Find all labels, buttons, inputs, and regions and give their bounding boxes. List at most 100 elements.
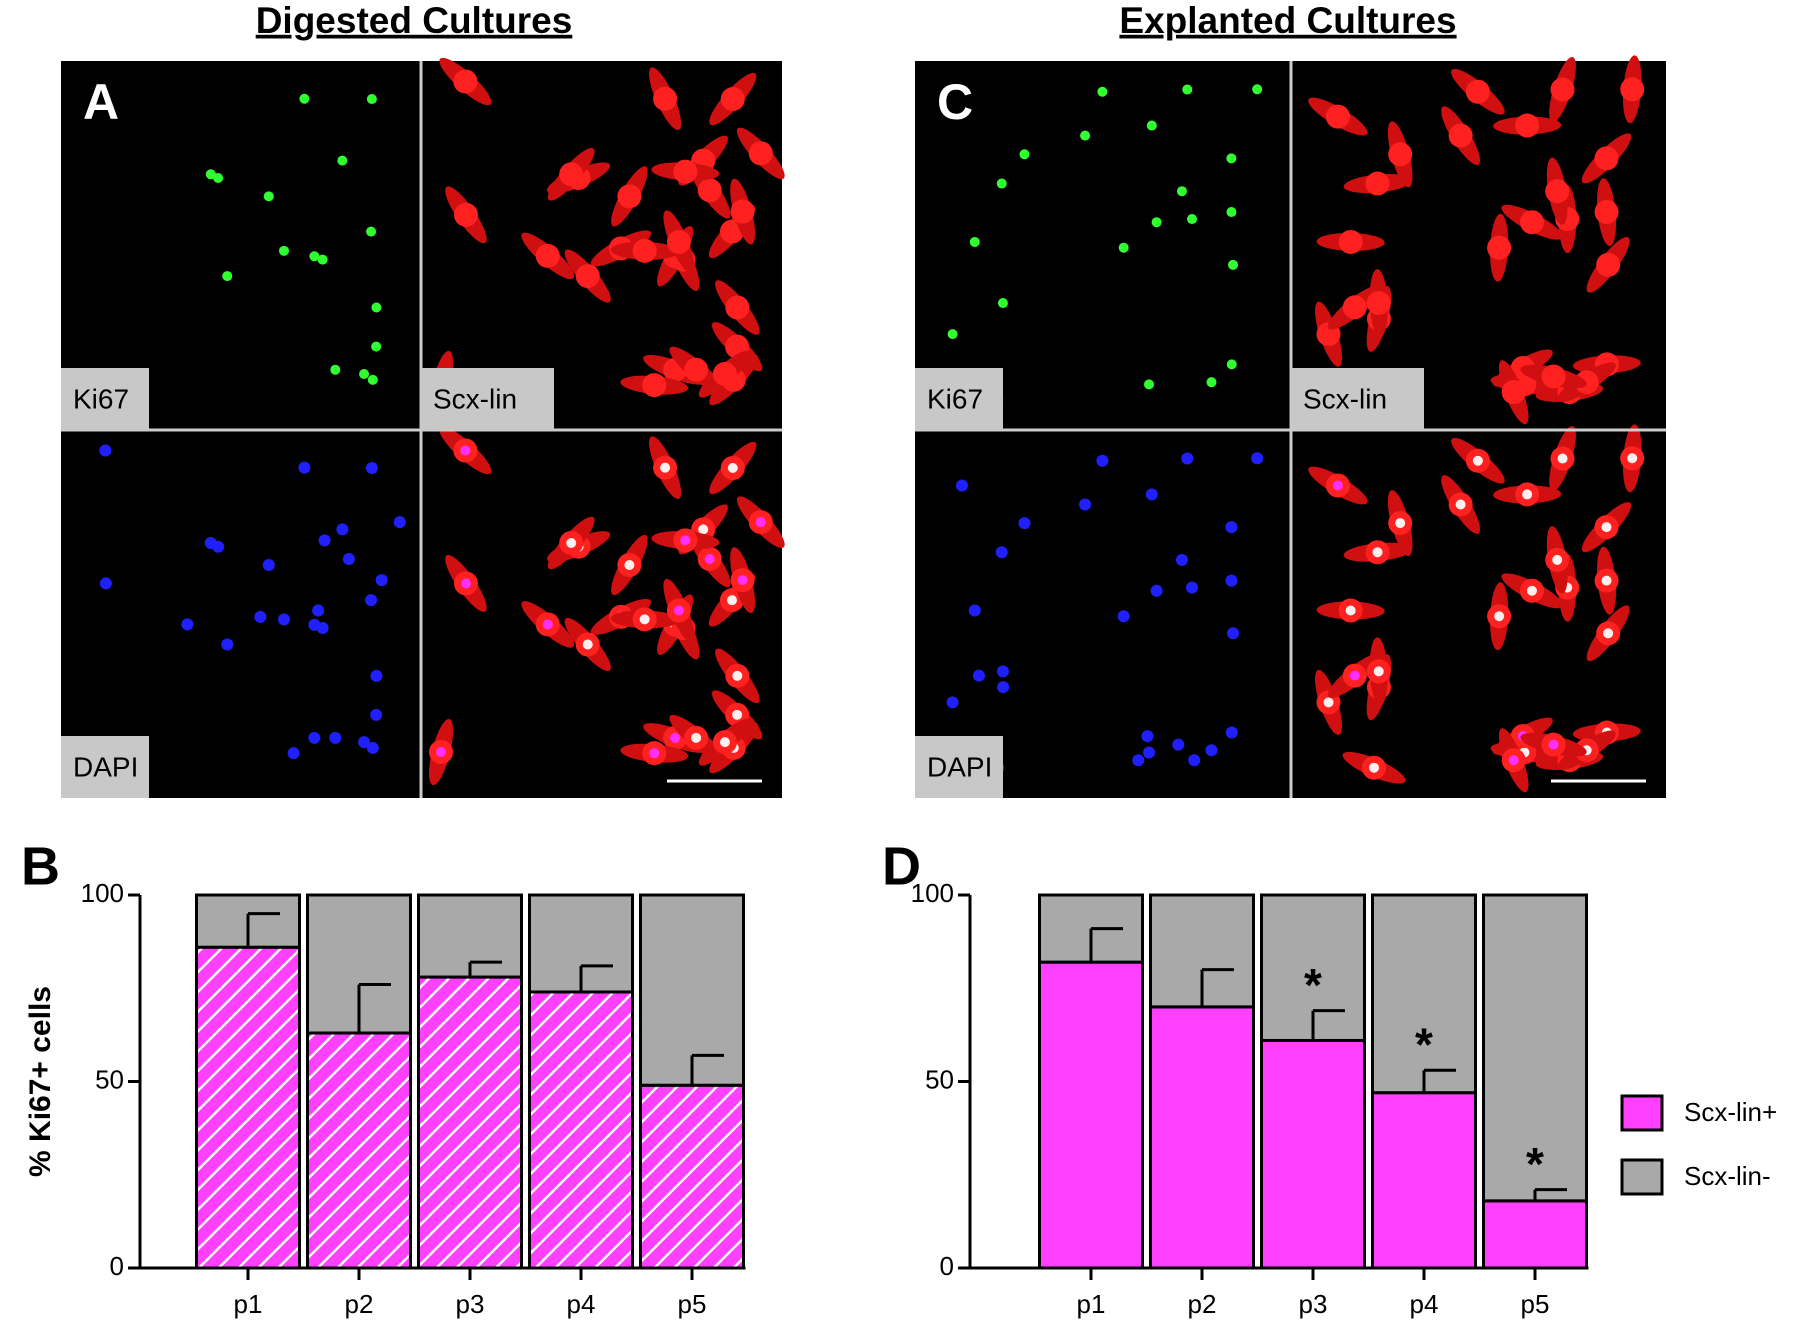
merge-nucleus	[1372, 547, 1383, 558]
dapi-nucleus	[254, 610, 267, 623]
ki67-nucleus	[1206, 377, 1217, 388]
x-tick-label: p5	[1521, 1289, 1550, 1319]
micrographs: Digested Cultures A Ki67 Scx-lin DAPI Explant…	[61, 0, 1666, 798]
bar-segment	[306, 1031, 412, 1270]
dapi-nucleus	[375, 574, 388, 587]
ki67-nucleus	[1097, 86, 1108, 97]
cell-soma	[453, 202, 478, 227]
ki67-nucleus	[299, 93, 310, 104]
cell-soma	[1338, 229, 1363, 254]
merge-nucleus	[1557, 453, 1568, 464]
dapi-nucleus	[393, 516, 406, 529]
x-tick-label: p1	[1077, 1289, 1106, 1319]
ki67-nucleus	[337, 155, 348, 166]
ki67-nucleus	[996, 178, 1007, 189]
ki67-nucleus	[309, 251, 320, 262]
merge-nucleus	[1349, 670, 1360, 681]
channel-label: Scx-lin	[433, 383, 517, 414]
bar-segment	[1482, 1199, 1588, 1270]
y-tick-label: 100	[81, 878, 124, 908]
y-axis-label: % Ki67+ cells	[24, 986, 57, 1177]
merge-nucleus	[566, 538, 577, 549]
merge-nucleus	[639, 614, 650, 625]
bar-segment	[1149, 1005, 1255, 1270]
merge-nucleus	[704, 553, 715, 564]
merge-nucleus	[1548, 739, 1559, 750]
merge-nucleus	[755, 517, 766, 528]
ki67-nucleus	[997, 298, 1008, 309]
merge-nucleus	[680, 535, 691, 546]
bar-segment	[639, 1083, 745, 1270]
merge-nucleus	[691, 732, 702, 743]
y-tick-label: 50	[925, 1064, 954, 1094]
merge-nucleus	[436, 747, 447, 758]
dapi-nucleus	[1225, 726, 1238, 739]
significance-marker: *	[1526, 1138, 1544, 1190]
cell-soma	[1574, 370, 1599, 395]
cell-soma	[1365, 171, 1390, 196]
cell-soma	[653, 86, 678, 111]
ki67-nucleus	[359, 368, 370, 379]
dapi-nucleus	[1141, 730, 1154, 743]
channel-label: Ki67	[927, 383, 983, 414]
cell-soma	[575, 264, 600, 289]
merge-nucleus	[542, 619, 553, 630]
merge-nucleus	[1552, 554, 1563, 565]
legend-label: Scx-lin-	[1684, 1161, 1771, 1191]
merge-nucleus	[1323, 697, 1334, 708]
dapi-nucleus	[342, 552, 355, 565]
ki67-nucleus	[1187, 214, 1198, 225]
merge-nucleus	[1369, 762, 1380, 773]
merge-nucleus	[732, 670, 743, 681]
dapi-nucleus	[1186, 581, 1199, 594]
cell-soma	[730, 199, 755, 224]
x-tick-label: p4	[1410, 1289, 1439, 1319]
merge-nucleus	[660, 462, 671, 473]
bar-segment	[1260, 1038, 1366, 1270]
merge-nucleus	[624, 559, 635, 570]
merge-nucleus	[1472, 455, 1483, 466]
dapi-nucleus	[365, 462, 378, 475]
merge-nucleus	[1455, 499, 1466, 510]
merge-nucleus	[1522, 489, 1533, 500]
ki67-nucleus	[1151, 217, 1162, 228]
ki67-nucleus	[366, 94, 377, 105]
panel-label: C	[937, 74, 973, 130]
merge-nucleus	[1627, 453, 1638, 464]
merge-nucleus	[732, 709, 743, 720]
bar-segment	[417, 975, 523, 1270]
channel-label-box	[915, 368, 1003, 430]
cell-soma	[1388, 142, 1413, 167]
dapi-nucleus	[358, 736, 371, 749]
dapi-nucleus	[287, 747, 300, 760]
bar-segment	[1038, 960, 1144, 1270]
cell-soma	[673, 159, 698, 184]
ki67-nucleus	[366, 226, 377, 237]
cell-soma	[1594, 200, 1619, 225]
cell-soma	[642, 373, 667, 398]
cell-soma	[535, 243, 560, 268]
dapi-nucleus	[1018, 517, 1031, 530]
dapi-nucleus	[370, 708, 383, 721]
dapi-nucleus	[1172, 738, 1185, 751]
channel-label: Scx-lin	[1303, 383, 1387, 414]
cell-soma	[1366, 291, 1391, 316]
bar-segment	[528, 893, 634, 994]
merge-nucleus	[460, 578, 471, 589]
ki67-nucleus	[1118, 242, 1129, 253]
merge-nucleus	[1601, 575, 1612, 586]
cell-soma	[1487, 235, 1512, 260]
x-tick-label: p1	[234, 1289, 263, 1319]
y-tick-label: 100	[911, 878, 954, 908]
dapi-nucleus	[1205, 744, 1218, 757]
dapi-nucleus	[997, 681, 1010, 694]
x-tick-label: p2	[1188, 1289, 1217, 1319]
cell-soma	[1596, 252, 1621, 277]
cell-soma	[453, 69, 478, 94]
significance-marker: *	[1304, 959, 1322, 1011]
dapi-nucleus	[366, 741, 379, 754]
dapi-nucleus	[1096, 454, 1109, 467]
dapi-nucleus	[1117, 610, 1130, 623]
channel-label-box	[1291, 368, 1424, 430]
dapi-nucleus	[318, 534, 331, 547]
